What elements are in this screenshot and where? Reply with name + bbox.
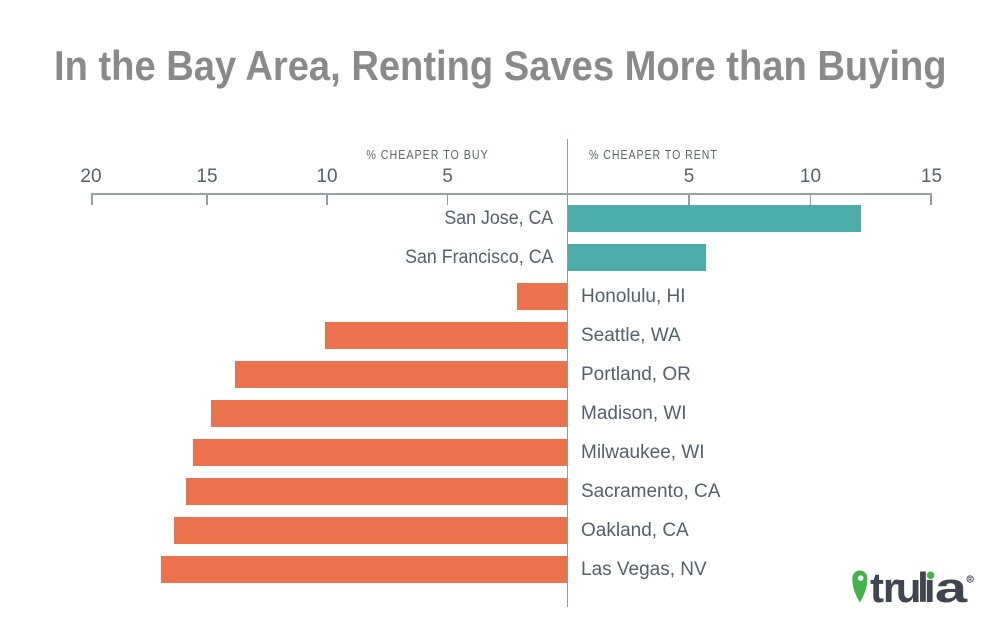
- svg-text:R: R: [968, 577, 972, 583]
- svg-text:trulı: trulı: [870, 564, 936, 611]
- svg-text:a: a: [935, 564, 968, 611]
